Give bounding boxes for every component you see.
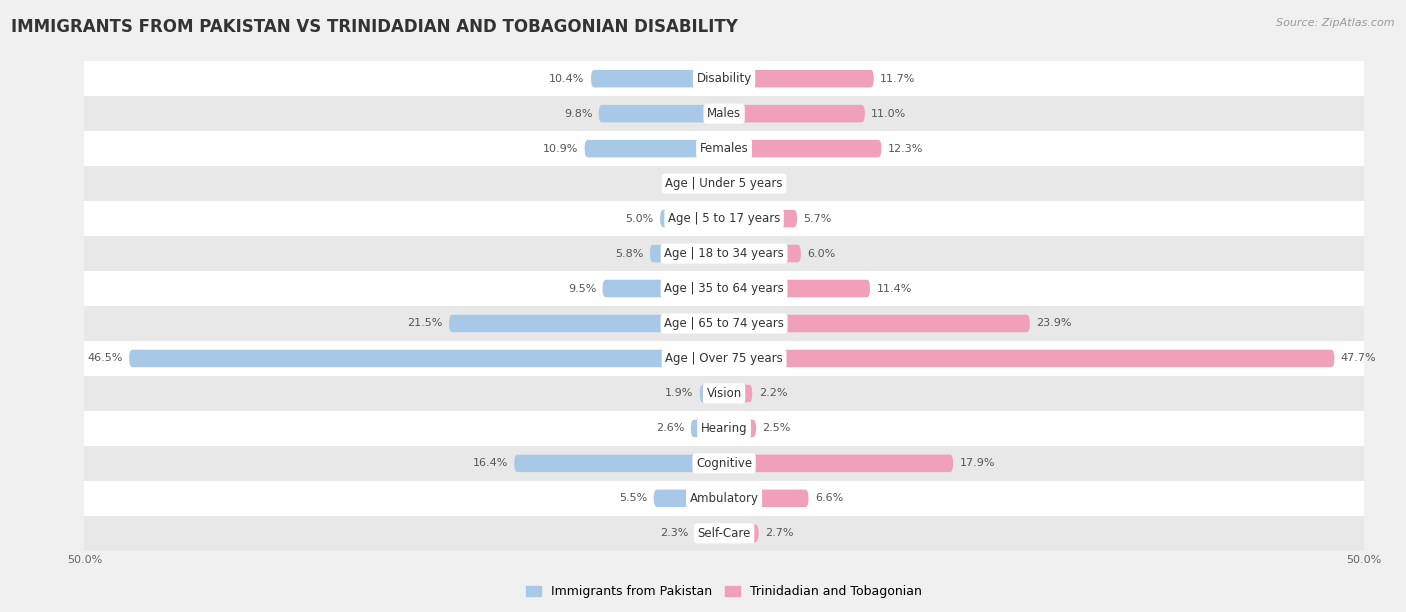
- FancyBboxPatch shape: [724, 245, 801, 263]
- Text: 11.7%: 11.7%: [880, 73, 915, 84]
- Text: Vision: Vision: [706, 387, 742, 400]
- Text: 11.4%: 11.4%: [876, 283, 911, 294]
- Text: 6.0%: 6.0%: [807, 248, 835, 258]
- Text: IMMIGRANTS FROM PAKISTAN VS TRINIDADIAN AND TOBAGONIAN DISABILITY: IMMIGRANTS FROM PAKISTAN VS TRINIDADIAN …: [11, 18, 738, 36]
- Text: Ambulatory: Ambulatory: [689, 492, 759, 505]
- Text: 47.7%: 47.7%: [1341, 354, 1376, 364]
- Text: Age | 35 to 64 years: Age | 35 to 64 years: [664, 282, 785, 295]
- Bar: [84, 96, 1364, 131]
- FancyBboxPatch shape: [724, 385, 752, 402]
- FancyBboxPatch shape: [724, 140, 882, 157]
- FancyBboxPatch shape: [724, 524, 759, 542]
- Bar: [84, 446, 1364, 481]
- FancyBboxPatch shape: [690, 420, 724, 437]
- Text: Males: Males: [707, 107, 741, 120]
- Text: Age | Over 75 years: Age | Over 75 years: [665, 352, 783, 365]
- FancyBboxPatch shape: [591, 70, 724, 88]
- Legend: Immigrants from Pakistan, Trinidadian and Tobagonian: Immigrants from Pakistan, Trinidadian an…: [522, 580, 927, 603]
- Bar: [84, 201, 1364, 236]
- Text: 9.8%: 9.8%: [564, 109, 592, 119]
- Text: Females: Females: [700, 142, 748, 155]
- Text: 2.2%: 2.2%: [759, 389, 787, 398]
- FancyBboxPatch shape: [724, 175, 738, 192]
- FancyBboxPatch shape: [661, 210, 724, 227]
- Bar: [84, 376, 1364, 411]
- Text: Age | 5 to 17 years: Age | 5 to 17 years: [668, 212, 780, 225]
- FancyBboxPatch shape: [654, 490, 724, 507]
- FancyBboxPatch shape: [724, 280, 870, 297]
- Text: 2.5%: 2.5%: [762, 424, 790, 433]
- Text: 2.6%: 2.6%: [657, 424, 685, 433]
- Text: 9.5%: 9.5%: [568, 283, 596, 294]
- FancyBboxPatch shape: [603, 280, 724, 297]
- Text: Cognitive: Cognitive: [696, 457, 752, 470]
- FancyBboxPatch shape: [724, 210, 797, 227]
- Bar: [84, 166, 1364, 201]
- Text: 10.4%: 10.4%: [550, 73, 585, 84]
- Text: 5.0%: 5.0%: [626, 214, 654, 223]
- Text: 10.9%: 10.9%: [543, 144, 578, 154]
- Text: 6.6%: 6.6%: [815, 493, 844, 503]
- Bar: [84, 236, 1364, 271]
- Bar: [84, 341, 1364, 376]
- FancyBboxPatch shape: [599, 105, 724, 122]
- Text: Disability: Disability: [696, 72, 752, 85]
- Text: 5.5%: 5.5%: [619, 493, 647, 503]
- FancyBboxPatch shape: [650, 245, 724, 263]
- Text: 2.7%: 2.7%: [765, 528, 793, 539]
- Text: 46.5%: 46.5%: [87, 354, 122, 364]
- Text: 21.5%: 21.5%: [408, 318, 443, 329]
- FancyBboxPatch shape: [724, 455, 953, 472]
- Text: Age | 18 to 34 years: Age | 18 to 34 years: [664, 247, 785, 260]
- Text: Age | 65 to 74 years: Age | 65 to 74 years: [664, 317, 785, 330]
- Text: Age | Under 5 years: Age | Under 5 years: [665, 177, 783, 190]
- FancyBboxPatch shape: [129, 349, 724, 367]
- Text: 17.9%: 17.9%: [959, 458, 995, 468]
- Text: 5.8%: 5.8%: [614, 248, 644, 258]
- Bar: [84, 131, 1364, 166]
- Text: 2.3%: 2.3%: [659, 528, 689, 539]
- Text: 16.4%: 16.4%: [472, 458, 508, 468]
- Text: Hearing: Hearing: [700, 422, 748, 435]
- Text: 11.0%: 11.0%: [872, 109, 907, 119]
- Bar: [84, 516, 1364, 551]
- Bar: [84, 61, 1364, 96]
- Bar: [84, 411, 1364, 446]
- Text: 1.1%: 1.1%: [745, 179, 773, 188]
- Text: 12.3%: 12.3%: [887, 144, 924, 154]
- FancyBboxPatch shape: [449, 315, 724, 332]
- Text: 1.9%: 1.9%: [665, 389, 693, 398]
- FancyBboxPatch shape: [724, 420, 756, 437]
- Text: Self-Care: Self-Care: [697, 527, 751, 540]
- Bar: [84, 271, 1364, 306]
- FancyBboxPatch shape: [724, 349, 1334, 367]
- FancyBboxPatch shape: [724, 490, 808, 507]
- Text: 23.9%: 23.9%: [1036, 318, 1071, 329]
- FancyBboxPatch shape: [724, 105, 865, 122]
- Text: 5.7%: 5.7%: [803, 214, 832, 223]
- FancyBboxPatch shape: [724, 315, 1029, 332]
- Bar: [84, 481, 1364, 516]
- Text: Source: ZipAtlas.com: Source: ZipAtlas.com: [1277, 18, 1395, 28]
- Text: 1.1%: 1.1%: [675, 179, 703, 188]
- FancyBboxPatch shape: [700, 385, 724, 402]
- FancyBboxPatch shape: [695, 524, 724, 542]
- FancyBboxPatch shape: [724, 70, 873, 88]
- FancyBboxPatch shape: [515, 455, 724, 472]
- FancyBboxPatch shape: [710, 175, 724, 192]
- FancyBboxPatch shape: [585, 140, 724, 157]
- Bar: [84, 306, 1364, 341]
